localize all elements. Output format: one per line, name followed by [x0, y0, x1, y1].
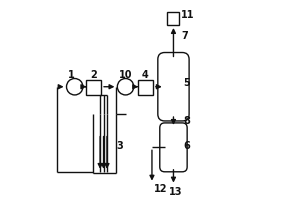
Text: 13: 13 — [169, 187, 182, 197]
Text: 6: 6 — [184, 141, 190, 151]
Text: 10: 10 — [119, 70, 132, 80]
Bar — [167, 12, 179, 25]
Text: 5: 5 — [184, 78, 190, 88]
Bar — [138, 80, 153, 95]
Text: 3: 3 — [116, 141, 123, 151]
Text: 8: 8 — [184, 116, 190, 126]
Text: 7: 7 — [181, 31, 188, 41]
Text: 12: 12 — [154, 184, 167, 194]
Text: 4: 4 — [141, 70, 148, 80]
Text: 2: 2 — [90, 70, 97, 80]
Bar — [86, 80, 101, 95]
Text: 1: 1 — [68, 70, 75, 80]
Text: 11: 11 — [181, 10, 195, 20]
